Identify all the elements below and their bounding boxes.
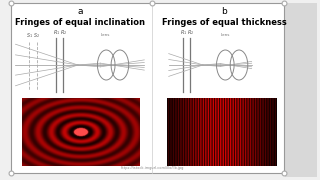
- Text: $R_1$: $R_1$: [53, 28, 60, 37]
- Text: a: a: [77, 7, 83, 16]
- Text: Lens: Lens: [100, 33, 110, 37]
- Bar: [167, 98, 276, 166]
- Bar: [22, 98, 140, 166]
- Bar: [285, 3, 317, 177]
- Bar: [11, 3, 284, 173]
- Text: Fringes of equal inclination: Fringes of equal inclination: [15, 18, 145, 27]
- Text: Lens: Lens: [220, 33, 230, 37]
- Text: Fringes of equal thickness: Fringes of equal thickness: [162, 18, 287, 27]
- Text: $S_1$: $S_1$: [26, 31, 33, 40]
- Text: b: b: [221, 7, 227, 16]
- Text: $R_1$: $R_1$: [180, 28, 187, 37]
- Text: $R_2$: $R_2$: [60, 28, 67, 37]
- Text: $R_2$: $R_2$: [187, 28, 194, 37]
- Text: https://istock.imgurl.com/illo/lib.jpg: https://istock.imgurl.com/illo/lib.jpg: [120, 166, 184, 170]
- Text: $S_2$: $S_2$: [34, 31, 40, 40]
